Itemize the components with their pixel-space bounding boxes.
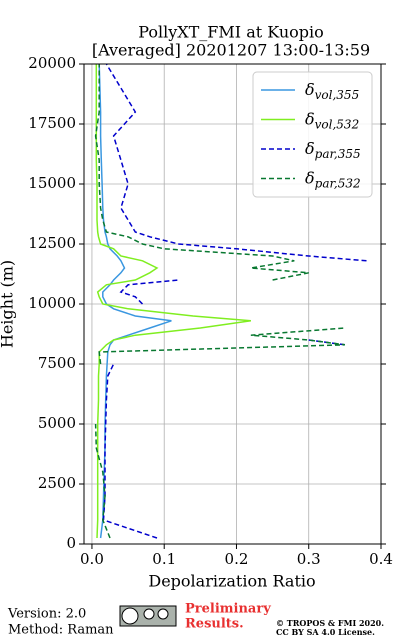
y-tick-label: 15000 bbox=[28, 174, 76, 192]
plot-frame bbox=[83, 63, 382, 545]
chart-title: PollyXT_FMI at Kuopio bbox=[138, 23, 324, 42]
legend-label: δpar,355 bbox=[305, 139, 361, 161]
version: Version: 2.0 bbox=[7, 607, 86, 622]
y-tick-label: 7500 bbox=[38, 354, 76, 372]
series-line bbox=[95, 64, 252, 539]
x-tick-label: 0.3 bbox=[297, 550, 321, 568]
y-tick-label: 2500 bbox=[38, 474, 76, 492]
series-line bbox=[98, 64, 172, 539]
license: CC BY SA 4.0 License. bbox=[276, 627, 375, 637]
preliminary-2: Results. bbox=[185, 617, 244, 632]
y-tick-label: 12500 bbox=[28, 234, 76, 252]
series-line bbox=[94, 64, 345, 539]
copyright: © TROPOS & FMI 2020. bbox=[276, 618, 384, 628]
y-tick-label: 5000 bbox=[38, 414, 76, 432]
x-tick-label: 0.4 bbox=[369, 550, 393, 568]
cc-logo bbox=[119, 605, 177, 627]
y-tick-label: 20000 bbox=[28, 54, 76, 72]
chart-subtitle: [Averaged] 20201207 13:00-13:59 bbox=[92, 41, 370, 60]
x-tick-label: 0.2 bbox=[225, 550, 249, 568]
legend-label: δvol,532 bbox=[305, 109, 359, 131]
preliminary-1: Preliminary bbox=[185, 602, 271, 617]
y-tick-label: 17500 bbox=[28, 114, 76, 132]
y-axis-label: Height (m) bbox=[0, 260, 17, 348]
x-axis-label: Depolarization Ratio bbox=[148, 572, 315, 591]
legend-box bbox=[252, 71, 373, 198]
legend-label: δvol,355 bbox=[305, 80, 359, 102]
y-tick-label: 0 bbox=[66, 534, 76, 552]
y-tick-label: 10000 bbox=[28, 294, 76, 312]
x-tick-label: 0.1 bbox=[152, 550, 176, 568]
method: Method: Raman bbox=[8, 623, 114, 638]
legend-label: δpar,532 bbox=[305, 168, 361, 190]
x-tick-label: 0.0 bbox=[80, 550, 104, 568]
